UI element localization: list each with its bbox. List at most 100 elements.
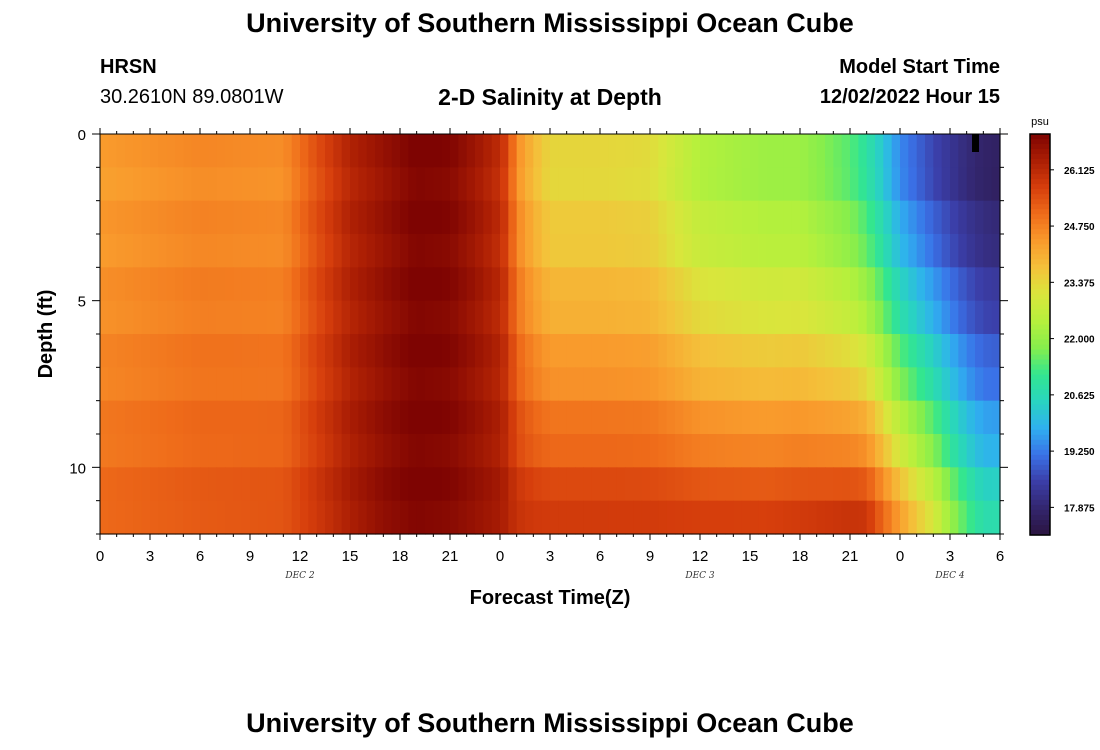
heatmap-cell (200, 500, 209, 535)
heatmap-cell (333, 434, 343, 468)
heatmap-cell (366, 467, 376, 502)
heatmap-cell (616, 434, 626, 468)
heatmap-cell (333, 234, 343, 268)
colorbar: psu 26.125 24.750 23.375 22.000 20.625 19.250 1… (1029, 116, 1095, 536)
heatmap-cell (600, 267, 609, 302)
heatmap-cell (175, 134, 184, 168)
heatmap-cell (966, 400, 976, 435)
heatmap-cell (975, 500, 984, 535)
heatmap-cell (800, 467, 809, 502)
heatmap-cell (250, 500, 259, 535)
heatmap-cell (466, 167, 476, 202)
heatmap-cell (925, 234, 934, 268)
heatmap-cell (325, 367, 334, 402)
heatmap-cell (341, 234, 351, 268)
heatmap-cell (166, 434, 176, 468)
heatmap-cell (625, 167, 634, 202)
heatmap-cell (525, 234, 534, 268)
heatmap-cell (975, 167, 984, 202)
colorbar-swatch (1030, 349, 1050, 356)
heatmap-cell (800, 367, 809, 402)
heatmap-cell (716, 267, 726, 302)
heatmap-cell (775, 400, 784, 435)
heatmap-cell (191, 134, 201, 168)
heatmap-cell (641, 434, 651, 468)
heatmap-cell (525, 267, 534, 302)
heatmap-cell (533, 334, 543, 368)
heatmap-cell (825, 167, 834, 202)
heatmap-cell (616, 467, 626, 502)
heatmap-cell (700, 500, 709, 535)
heatmap-cell (383, 167, 393, 202)
heatmap-cell (333, 400, 343, 435)
heatmap-cell (875, 500, 884, 535)
heatmap-cell (258, 200, 268, 235)
heatmap-cell (600, 400, 609, 435)
heatmap-cell (333, 367, 343, 402)
heatmap-cell (575, 367, 584, 402)
heatmap-cell (266, 467, 276, 502)
heatmap-cell (250, 200, 259, 235)
heatmap-cell (391, 467, 401, 502)
heatmap-cell (433, 200, 443, 235)
heatmap-cell (500, 467, 509, 502)
heatmap-cell (741, 167, 751, 202)
colorbar-swatch (1030, 249, 1050, 255)
heatmap-cell (183, 234, 193, 268)
heatmap-cell (216, 500, 226, 535)
heatmap-cell (658, 167, 668, 202)
heatmap-cell (441, 300, 451, 335)
heatmap-cell (933, 500, 943, 535)
heatmap-cell (883, 300, 893, 335)
heatmap-cell (433, 500, 443, 535)
heatmap-cell (183, 467, 193, 502)
heatmap-cell (641, 300, 651, 335)
heatmap-cell (158, 500, 168, 535)
heatmap-cell (841, 200, 851, 235)
heatmap-cell (116, 434, 126, 468)
colorbar-swatch (1030, 489, 1050, 496)
heatmap-cell (558, 234, 568, 268)
heatmap-cell (566, 267, 576, 302)
heatmap-cell (708, 234, 718, 268)
heatmap-cell (533, 234, 543, 268)
heatmap-cell (250, 434, 259, 468)
heatmap-cell (308, 367, 318, 402)
heatmap-cell (100, 200, 109, 235)
heatmap-cell (608, 467, 618, 502)
heatmap-cell (825, 267, 834, 302)
heatmap-cell (533, 167, 543, 202)
heatmap-cell (266, 134, 276, 168)
heatmap-cell (741, 267, 751, 302)
heatmap-cell (825, 500, 834, 535)
x-tick-label: 12 (292, 548, 309, 565)
heatmap-cell (741, 200, 751, 235)
heatmap-cell (158, 267, 168, 302)
heatmap-cell (741, 134, 751, 168)
heatmap-cell (700, 200, 709, 235)
heatmap-cell (516, 467, 526, 502)
heatmap-cell (558, 267, 568, 302)
heatmap-cell (233, 400, 243, 435)
heatmap-cell (900, 267, 909, 302)
heatmap-cell (116, 134, 126, 168)
heatmap-cell (841, 367, 851, 402)
heatmap-cell (391, 134, 401, 168)
heatmap-cell (775, 334, 784, 368)
heatmap-cell (333, 300, 343, 335)
heatmap-cell (175, 400, 184, 435)
heatmap-cell (266, 334, 276, 368)
colorbar-swatch (1030, 259, 1050, 265)
heatmap-cell (908, 467, 918, 502)
heatmap-cell (300, 334, 309, 368)
heatmap-cell (633, 267, 643, 302)
heatmap-cell (591, 434, 601, 468)
x-tick-label: 6 (996, 548, 1004, 565)
heatmap-cell (733, 400, 743, 435)
heatmap-cell (875, 267, 884, 302)
heatmap-cell (475, 200, 484, 235)
heatmap-cell (358, 400, 368, 435)
heatmap-cell (891, 434, 901, 468)
heatmap-cell (566, 500, 576, 535)
heatmap-cell (925, 134, 934, 168)
